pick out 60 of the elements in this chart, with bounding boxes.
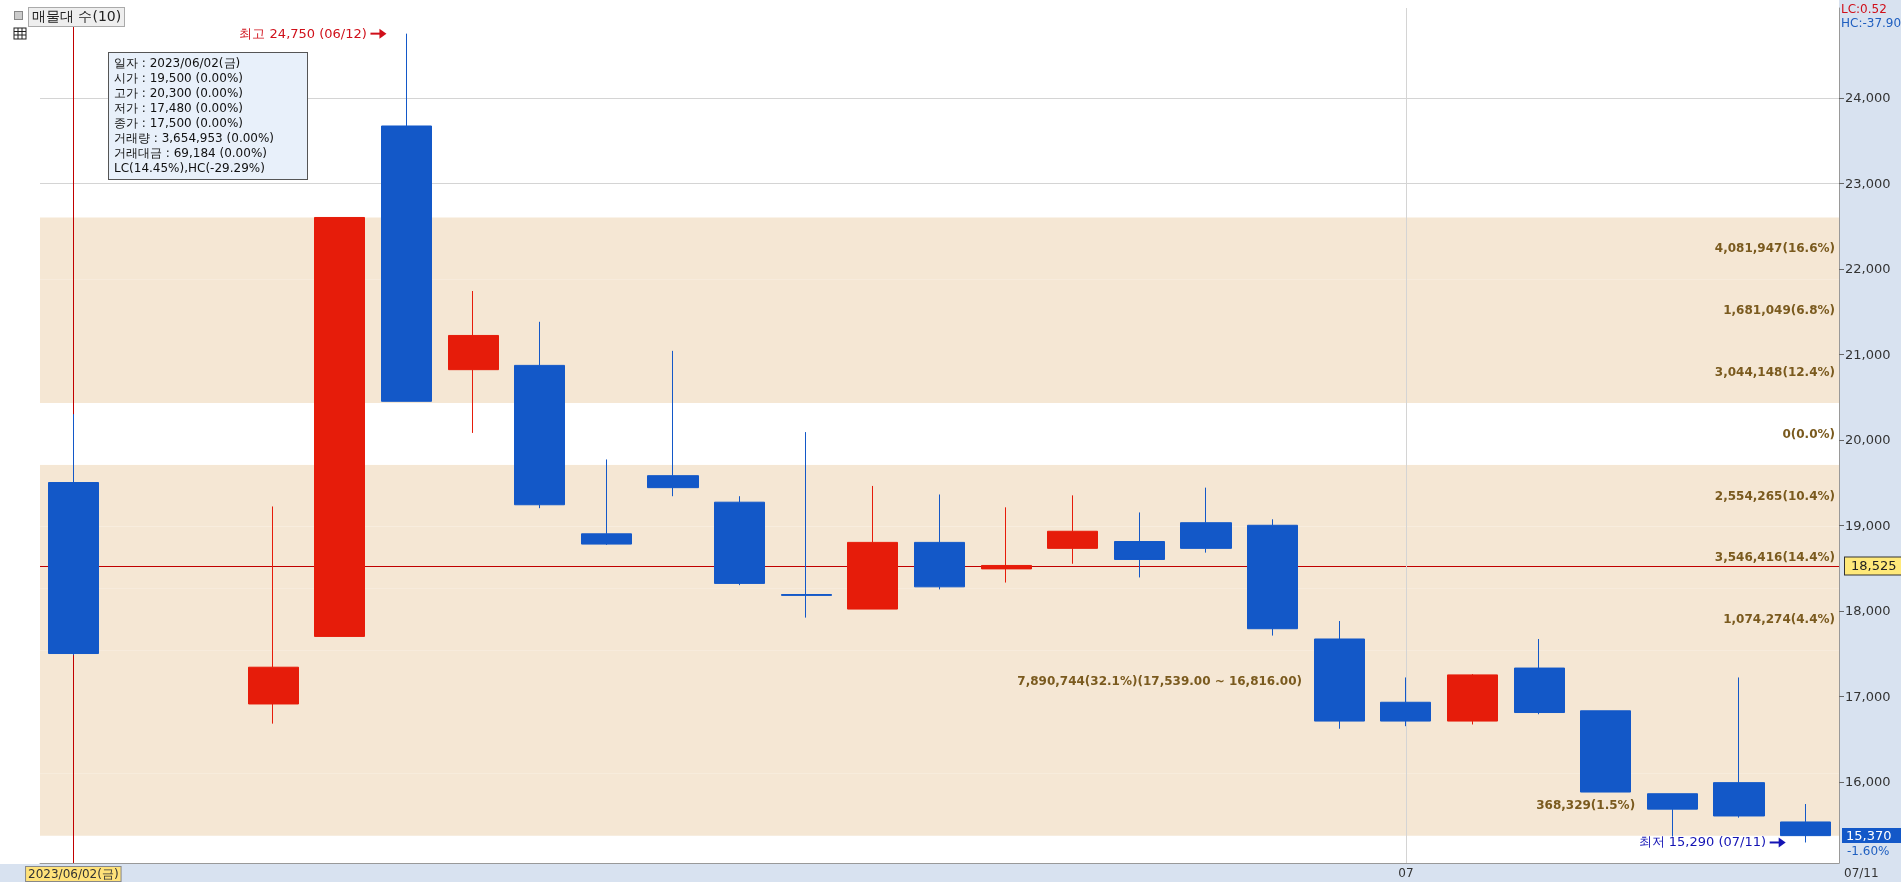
annotation: 고가 : 20,300 (0.00%) [114, 86, 244, 101]
candlestick [1514, 638, 1565, 715]
candlestick [1247, 518, 1298, 637]
y-tick-label: 16,000 [1845, 774, 1891, 790]
annotation: 거래량 : 3,654,953 (0.00%) [114, 131, 276, 146]
candlestick [1713, 676, 1765, 819]
annotation: 일자 : 2023/06/02(금) [114, 56, 242, 71]
text: HC:-37.90 [1841, 16, 1901, 30]
candlestick [514, 321, 565, 509]
candlestick [1380, 676, 1431, 727]
text: LC:0.52 [1841, 2, 1887, 16]
candlestick [981, 506, 1032, 584]
annotation: 최저 15,290 (07/11) [1638, 833, 1767, 852]
text: 07/11 [1844, 866, 1879, 880]
candlestick [714, 495, 765, 586]
candlestick [248, 505, 299, 725]
annotation: LC(14.45%),HC(-29.29%) [114, 161, 266, 176]
candlestick [1180, 487, 1232, 554]
band-label: 2,554,265(10.4%) [1714, 488, 1835, 503]
annotation: 시가 : 19,500 (0.00%) [114, 71, 244, 86]
candlestick [1580, 710, 1631, 793]
band-label: 368,329(1.5%) [1536, 797, 1636, 812]
y-tick-label: 24,000 [1845, 90, 1891, 106]
band-label: 1,074,274(4.4%) [1723, 612, 1835, 627]
y-tick-label: 18,000 [1845, 603, 1891, 619]
candlestick [1447, 673, 1498, 725]
candlestick [647, 350, 699, 497]
ref-line-label: 18,525 [1851, 558, 1897, 574]
y-tick-label: 19,000 [1845, 517, 1891, 533]
candlestick [448, 290, 499, 434]
band-label: 4,081,947(16.6%) [1714, 241, 1835, 256]
candlestick [1647, 793, 1698, 837]
candlestick [1314, 620, 1365, 730]
y-tick-label: 22,000 [1845, 261, 1891, 277]
candlestick [314, 216, 365, 637]
candlestick [581, 458, 632, 546]
band-label: 7,890,744(32.1%)(17,539.00 ~ 16,816.00) [1017, 674, 1302, 689]
candlestick [1114, 511, 1165, 578]
annotation: 종가 : 17,500 (0.00%) [114, 116, 244, 131]
annotation: 저가 : 17,480 (0.00%) [114, 101, 244, 116]
chart-title: 매물대 수(10) [28, 7, 126, 27]
annotation: 최고 24,750 (06/12) [239, 24, 367, 43]
candlestick [847, 485, 898, 610]
y-tick-label: 23,000 [1845, 175, 1891, 191]
x-tick-label: 07 [1398, 866, 1414, 880]
band-label: 3,546,416(14.4%) [1714, 550, 1835, 565]
annotation: 거래대금 : 69,184 (0.00%) [114, 146, 268, 161]
y-tick-label: 21,000 [1845, 346, 1891, 362]
candlestick [1047, 494, 1098, 565]
text: -1.60% [1847, 843, 1890, 858]
x-tick-label: 2023/06/02(금) [28, 867, 119, 881]
band-label: 0(0.0%) [1782, 426, 1835, 441]
candlestick [914, 494, 965, 590]
candlestick [48, 413, 99, 656]
band-label: 3,044,148(12.4%) [1714, 365, 1835, 380]
y-tick-label: 20,000 [1845, 432, 1891, 448]
candlestick [781, 431, 832, 619]
band-label: 1,681,049(6.8%) [1723, 303, 1835, 318]
text: 15,370 [1842, 828, 1901, 844]
y-tick-label: 17,000 [1845, 688, 1891, 704]
